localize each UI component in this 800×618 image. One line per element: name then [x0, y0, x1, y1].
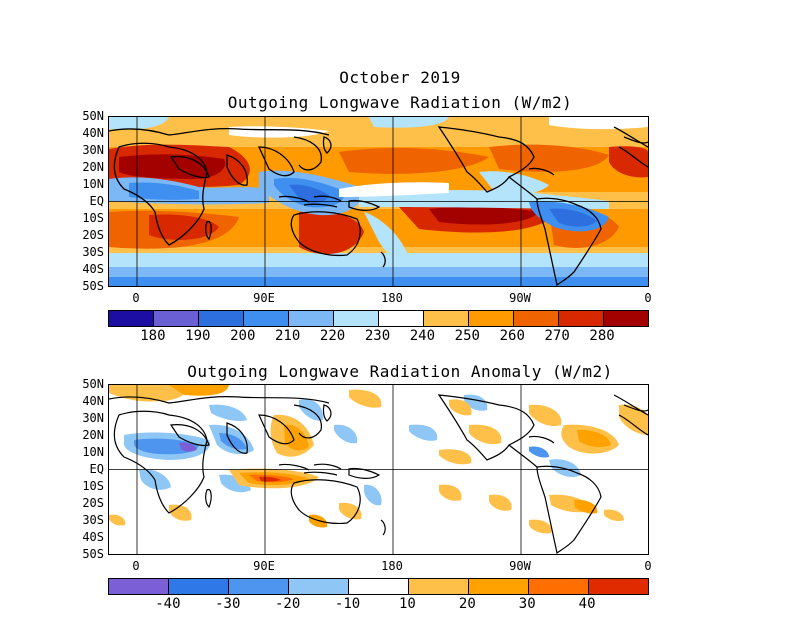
lon-tick: 0 — [132, 559, 140, 573]
lat-tick: 30N — [82, 143, 104, 157]
colorbar-label: 270 — [544, 328, 570, 344]
lat-tick: 10N — [82, 177, 104, 191]
colorbar-swatch — [289, 311, 334, 326]
lat-tick: 50N — [82, 109, 104, 123]
lat-tick: 50S — [82, 279, 104, 293]
lat-tick: EQ — [89, 194, 104, 208]
lat-tick: 50N — [82, 377, 104, 391]
colorbar-label: 210 — [275, 328, 301, 344]
lon-tick: 90W — [509, 291, 531, 305]
colorbar-label: 280 — [589, 328, 615, 344]
lon-tick: 90E — [253, 559, 275, 573]
lat-tick: 20N — [82, 160, 104, 174]
colorbar-label: -30 — [215, 596, 241, 612]
chart-title-anomaly: Outgoing Longwave Radiation Anomaly (W/m… — [187, 362, 613, 381]
coastlines — [109, 394, 648, 554]
chart-title-month: October 2019 — [339, 68, 461, 87]
colorbar-swatch — [334, 311, 379, 326]
colorbar-label: 200 — [230, 328, 256, 344]
colorbar-swatch — [154, 311, 199, 326]
colorbar-swatch — [604, 311, 648, 326]
colorbar-swatch — [469, 579, 529, 594]
lon-tick: 0 — [132, 291, 140, 305]
colorbar-label: 220 — [319, 328, 346, 344]
olr-colorbar — [108, 310, 649, 327]
olr-anomaly-colorbar — [108, 578, 649, 595]
colorbar-label: -20 — [275, 596, 301, 612]
lat-tick: 10S — [82, 479, 104, 493]
gridlines — [109, 117, 648, 286]
colorbar-swatch — [469, 311, 514, 326]
lat-tick: 40N — [82, 126, 104, 140]
lon-tick: 180 — [381, 559, 403, 573]
lat-tick: 20N — [82, 428, 104, 442]
colorbar-label: 30 — [518, 596, 536, 612]
lon-tick: 90W — [509, 559, 531, 573]
lat-tick: EQ — [89, 462, 104, 476]
lat-tick: 40S — [82, 530, 104, 544]
colorbar-label: 180 — [140, 328, 166, 344]
colorbar-swatch — [109, 579, 169, 594]
lat-tick: 50S — [82, 547, 104, 561]
colorbar-swatch — [529, 579, 589, 594]
colorbar-swatch — [514, 311, 559, 326]
colorbar-label: -40 — [155, 596, 181, 612]
lat-tick: 20S — [82, 228, 104, 242]
colorbar-swatch — [424, 311, 469, 326]
lon-tick: 180 — [381, 291, 403, 305]
colorbar-swatch — [349, 579, 409, 594]
olr-anomaly-map-svg — [109, 385, 648, 554]
lat-tick: 20S — [82, 496, 104, 510]
olr-map-panel — [108, 116, 649, 287]
lat-tick: 30N — [82, 411, 104, 425]
colorbar-swatch — [169, 579, 229, 594]
lon-tick: 0 — [644, 291, 652, 305]
colorbar-label: 250 — [454, 328, 480, 344]
lon-tick: 0 — [644, 559, 652, 573]
colorbar-swatch — [244, 311, 289, 326]
lon-tick: 90E — [253, 291, 275, 305]
colorbar-swatch — [559, 311, 604, 326]
colorbar-swatch — [409, 579, 469, 594]
lat-tick: 30S — [82, 245, 104, 259]
colorbar-label: 10 — [399, 596, 416, 612]
colorbar-label: 40 — [578, 596, 596, 612]
lat-tick: 40N — [82, 394, 104, 408]
colorbar-label: 230 — [364, 328, 391, 344]
chart-title-olr: Outgoing Longwave Radiation (W/m2) — [227, 93, 573, 112]
colorbar-swatch — [109, 311, 154, 326]
olr-anomaly-map-panel — [108, 384, 649, 555]
lat-tick: 10N — [82, 445, 104, 459]
lat-tick: 40S — [82, 262, 104, 276]
colorbar-label: 20 — [458, 596, 476, 612]
colorbar-swatch — [589, 579, 648, 594]
colorbar-swatch — [229, 579, 289, 594]
colorbar-swatch — [199, 311, 244, 326]
colorbar-swatch — [379, 311, 424, 326]
lat-tick: 10S — [82, 211, 104, 225]
colorbar-label: 240 — [409, 328, 436, 344]
colorbar-label: 260 — [499, 328, 525, 344]
olr-map-svg — [109, 117, 648, 286]
colorbar-swatch — [289, 579, 349, 594]
colorbar-label: 190 — [185, 328, 211, 344]
lat-tick: 30S — [82, 513, 104, 527]
gridlines — [109, 385, 648, 554]
colorbar-label: -10 — [334, 596, 361, 612]
